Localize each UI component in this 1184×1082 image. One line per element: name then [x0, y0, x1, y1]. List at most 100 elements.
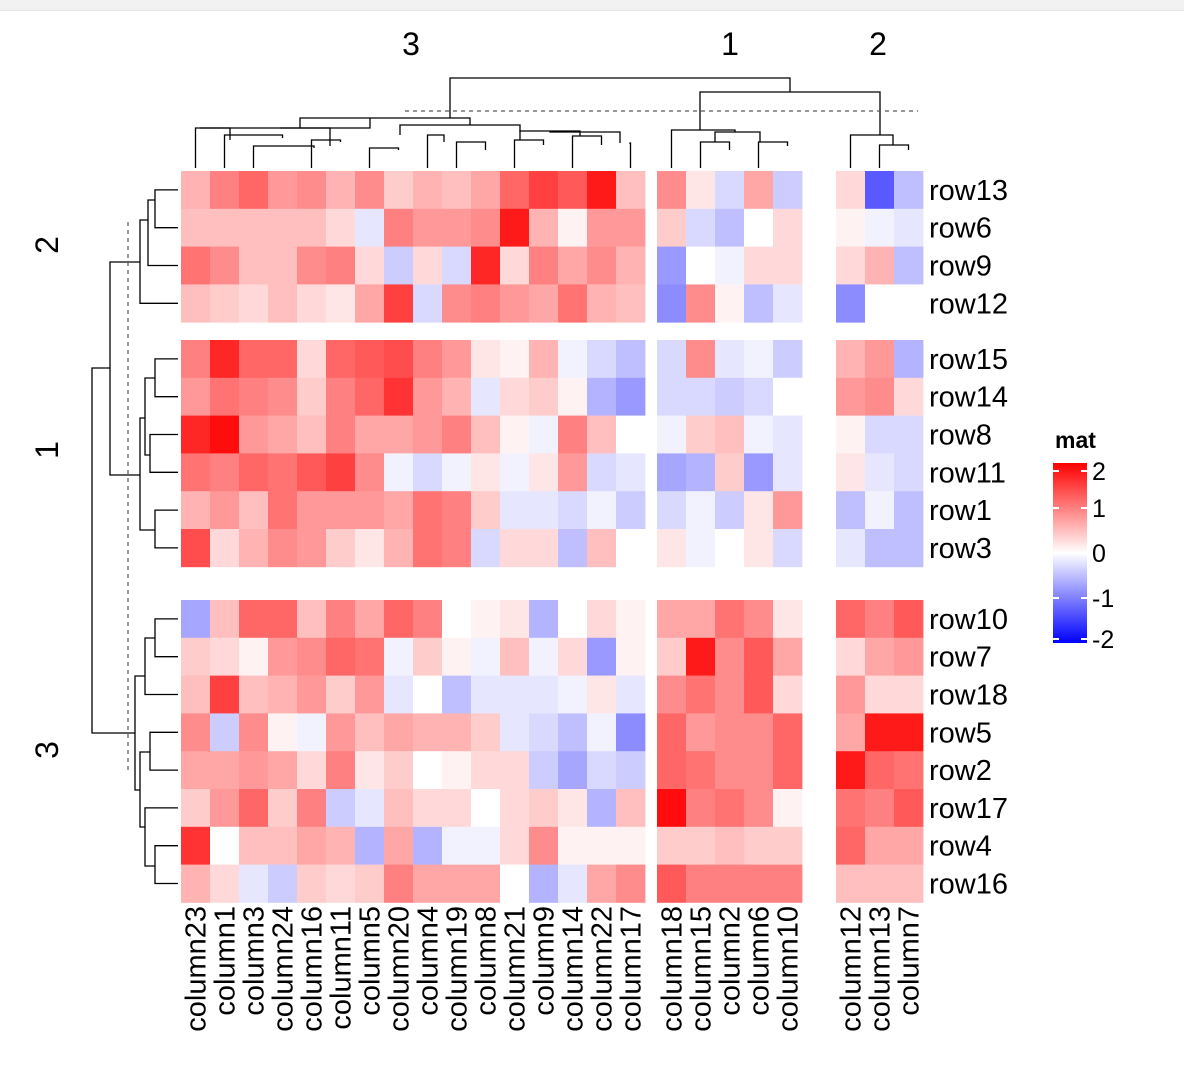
heatmap-cell [616, 826, 646, 865]
heatmap-cell [384, 826, 414, 865]
column-label: column14 [558, 906, 590, 1032]
heatmap-cell [500, 789, 530, 828]
heatmap-cell [384, 340, 414, 379]
column-dendrogram-branch [280, 127, 331, 146]
heatmap-cell [836, 600, 866, 639]
heatmap-cell [894, 529, 924, 568]
heatmap-cell [558, 208, 588, 247]
column-label: column16 [297, 906, 329, 1032]
heatmap-cell [471, 864, 501, 903]
heatmap-cell [773, 675, 803, 714]
heatmap-cell [773, 491, 803, 530]
row-dendrogram-branch [154, 189, 178, 229]
heatmap-cell [500, 453, 530, 492]
heatmap-cell [836, 246, 866, 285]
heatmap-cell [239, 171, 269, 210]
heatmap-cell [657, 246, 687, 285]
heatmap-cell [181, 491, 211, 530]
heatmap-cell [865, 415, 895, 454]
heatmap-cell [413, 453, 443, 492]
heatmap-cell [268, 453, 298, 492]
heatmap-cell [355, 789, 385, 828]
window-top-strip [0, 0, 1184, 11]
heatmap-cell [297, 864, 327, 903]
row-slice-title: 3 [29, 741, 65, 759]
column-label: column21 [500, 906, 532, 1032]
heatmap-cell [686, 789, 716, 828]
heatmap-cell [442, 789, 472, 828]
heatmap-cell [384, 637, 414, 676]
row-dendrogram-branch [154, 618, 178, 658]
heatmap-cell [268, 600, 298, 639]
heatmap-cell [297, 826, 327, 865]
column-dendrogram-branch [849, 134, 894, 168]
heatmap-cell [836, 377, 866, 416]
row-label: row7 [929, 642, 992, 674]
heatmap-cell [210, 491, 240, 530]
heatmap-cell [616, 675, 646, 714]
heatmap-cell [529, 171, 559, 210]
heatmap-cell [297, 377, 327, 416]
heatmap-cell [894, 675, 924, 714]
heatmap-cell [500, 675, 530, 714]
heatmap-cell [210, 377, 240, 416]
heatmap-cell [529, 377, 559, 416]
heatmap-cell [587, 713, 617, 752]
heatmap-cell [894, 789, 924, 828]
heatmap-cell [558, 713, 588, 752]
heatmap-cell [657, 751, 687, 790]
heatmap-cell [442, 246, 472, 285]
heatmap-cell [297, 751, 327, 790]
heatmap-cell [413, 675, 443, 714]
heatmap-cell [239, 637, 269, 676]
column-label: column13 [865, 906, 897, 1032]
heatmap-cell [529, 675, 559, 714]
heatmap-cell [558, 284, 588, 323]
heatmap-cell [558, 751, 588, 790]
heatmap-cell [268, 751, 298, 790]
heatmap-cell [297, 415, 327, 454]
heatmap-cell [616, 491, 646, 530]
heatmap-cell [384, 415, 414, 454]
heatmap-cell [558, 675, 588, 714]
heatmap-cell [384, 171, 414, 210]
column-label: column18 [657, 906, 689, 1032]
legend-tick-label: 1 [1092, 495, 1106, 523]
heatmap-cell [587, 246, 617, 285]
column-label: column17 [616, 906, 648, 1032]
row-label: row5 [929, 717, 992, 749]
heatmap-cell [715, 340, 745, 379]
heatmap-cell [587, 171, 617, 210]
heatmap-cell [657, 529, 687, 568]
heatmap-cell [686, 826, 716, 865]
column-dendrogram-branch [629, 142, 632, 168]
heatmap-cell [355, 529, 385, 568]
heatmap-cell [773, 864, 803, 903]
heatmap-cell [715, 864, 745, 903]
heatmap-cell [686, 637, 716, 676]
column-label: column6 [744, 906, 776, 1016]
column-dendrogram-branch [549, 131, 621, 143]
heatmap-cell [836, 751, 866, 790]
column-label: column20 [384, 906, 416, 1032]
heatmap-cell [529, 637, 559, 676]
row-slice-title: 2 [29, 236, 65, 254]
heatmap-cell [865, 171, 895, 210]
heatmap-cell [297, 246, 327, 285]
heatmap-cell [616, 340, 646, 379]
heatmap-cell [587, 789, 617, 828]
heatmap-cell [657, 600, 687, 639]
heatmap-cell [616, 600, 646, 639]
heatmap-cell [297, 600, 327, 639]
heatmap-cell [355, 826, 385, 865]
heatmap-cell [268, 529, 298, 568]
heatmap-cell [587, 637, 617, 676]
heatmap-cell [744, 713, 774, 752]
heatmap-cell [657, 826, 687, 865]
heatmap-cell [744, 600, 774, 639]
heatmap-cell [587, 826, 617, 865]
heatmap-cell [865, 637, 895, 676]
column-label: column1 [210, 906, 242, 1016]
heatmap-cell [836, 453, 866, 492]
heatmap-cell [326, 789, 356, 828]
